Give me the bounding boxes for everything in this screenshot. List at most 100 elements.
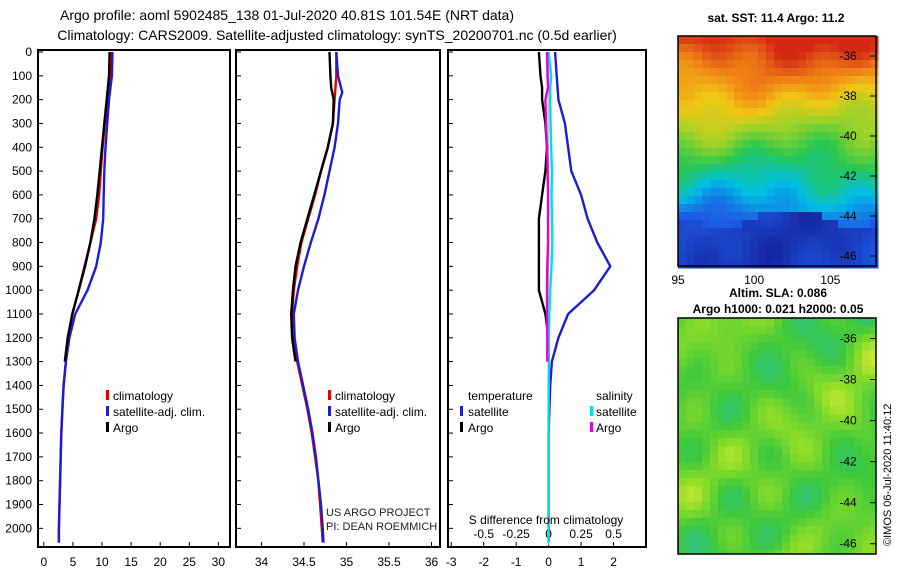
sla-cell: [870, 438, 876, 446]
sst-cell: [782, 148, 791, 157]
sla-cell: [814, 366, 822, 374]
sst-cell: [686, 172, 695, 181]
sst-cell: [710, 100, 719, 109]
sst-cell: [734, 132, 743, 141]
sla-cell: [750, 438, 758, 446]
sst-cell: [702, 52, 711, 61]
sla-cell: [862, 534, 870, 542]
sst-cell: [686, 260, 695, 269]
sst-cell: [830, 116, 839, 125]
sst-cell: [678, 92, 687, 101]
sla-cell: [830, 510, 838, 518]
sla-cell: [742, 494, 750, 502]
sla-cell: [870, 334, 876, 342]
sla-cell: [790, 550, 798, 554]
sst-cell: [830, 44, 839, 53]
sst-cell: [830, 244, 839, 253]
sst-cell: [790, 236, 799, 245]
sst-cell: [758, 172, 767, 181]
sla-cell: [734, 454, 742, 462]
sst-cell: [734, 196, 743, 205]
sst-cell: [838, 236, 847, 245]
sst-cell: [678, 196, 687, 205]
sst-cell: [686, 252, 695, 261]
sst-cell: [678, 108, 687, 117]
sst-cell: [750, 84, 759, 93]
sst-cell: [710, 52, 719, 61]
sla-cell: [694, 478, 702, 486]
legend-swatch-temp-argo: [460, 422, 463, 432]
sla-cell: [774, 430, 782, 438]
sla-cell: [710, 398, 718, 406]
sst-cell: [742, 188, 751, 197]
sla-cell: [702, 430, 710, 438]
sla-cell: [870, 518, 876, 526]
sla-cell: [710, 358, 718, 366]
sst-cell: [750, 76, 759, 85]
sla-cell: [766, 542, 774, 550]
sst-cell: [694, 180, 703, 189]
sla-cell: [702, 438, 710, 446]
sla-cell: [742, 366, 750, 374]
sla-cell: [710, 542, 718, 550]
temperature-x-tick-labels: 0 5 10 15 20 25 30: [40, 542, 225, 569]
sst-cell: [710, 164, 719, 173]
sla-cell: [830, 534, 838, 542]
sla-cell: [750, 334, 758, 342]
sst-cell: [790, 252, 799, 261]
lon-tick-label: 100: [744, 273, 764, 287]
sla-cell: [742, 406, 750, 414]
sst-cell: [822, 260, 831, 269]
sst-cell: [830, 252, 839, 261]
sst-cell: [838, 212, 847, 221]
sla-cell: [694, 390, 702, 398]
sla-cell: [766, 510, 774, 518]
sla-cell: [814, 326, 822, 334]
sla-cell: [838, 326, 846, 334]
sst-cell: [686, 148, 695, 157]
sla-cell: [686, 414, 694, 422]
sst-cell: [838, 172, 847, 181]
series-line-temperature-argo: [537, 51, 550, 362]
depth-tick-label: 700: [12, 212, 32, 226]
sla-cell: [846, 454, 854, 462]
sst-cell: [734, 164, 743, 173]
sla-cell: [678, 454, 686, 462]
sst-cell: [774, 236, 783, 245]
sst-cell: [678, 44, 687, 53]
sst-cell: [694, 108, 703, 117]
sla-cell: [862, 462, 870, 470]
sst-cell: [702, 260, 711, 269]
sla-cell: [750, 470, 758, 478]
sla-cell: [870, 326, 876, 334]
sla-cell: [806, 486, 814, 494]
sla-cell: [678, 398, 686, 406]
sla-cell: [790, 358, 798, 366]
temperature-panel: 0100200300400500600700800900100011001200…: [5, 45, 231, 569]
sst-cell: [742, 204, 751, 213]
sst-cell: [854, 164, 863, 173]
sst-cell: [806, 60, 815, 69]
sla-cell: [806, 438, 814, 446]
sla-cell: [774, 454, 782, 462]
sla-cell: [758, 470, 766, 478]
sla-cell: [838, 478, 846, 486]
sla-cell: [838, 542, 846, 550]
sla-cell: [710, 350, 718, 358]
sst-cell: [742, 164, 751, 173]
sla-cell: [854, 534, 862, 542]
sla-cell: [702, 422, 710, 430]
sst-cell: [726, 156, 735, 165]
sla-cell: [726, 334, 734, 342]
sst-cell: [790, 92, 799, 101]
sst-cell: [814, 124, 823, 133]
sla-cell: [854, 422, 862, 430]
depth-tick-label: 1200: [5, 331, 32, 345]
sst-cell: [686, 36, 695, 45]
sst-cell: [806, 92, 815, 101]
sla-cell: [806, 334, 814, 342]
sst-cell: [854, 196, 863, 205]
sla-cell: [758, 390, 766, 398]
sla-cell: [822, 454, 830, 462]
sst-cell: [870, 220, 879, 229]
